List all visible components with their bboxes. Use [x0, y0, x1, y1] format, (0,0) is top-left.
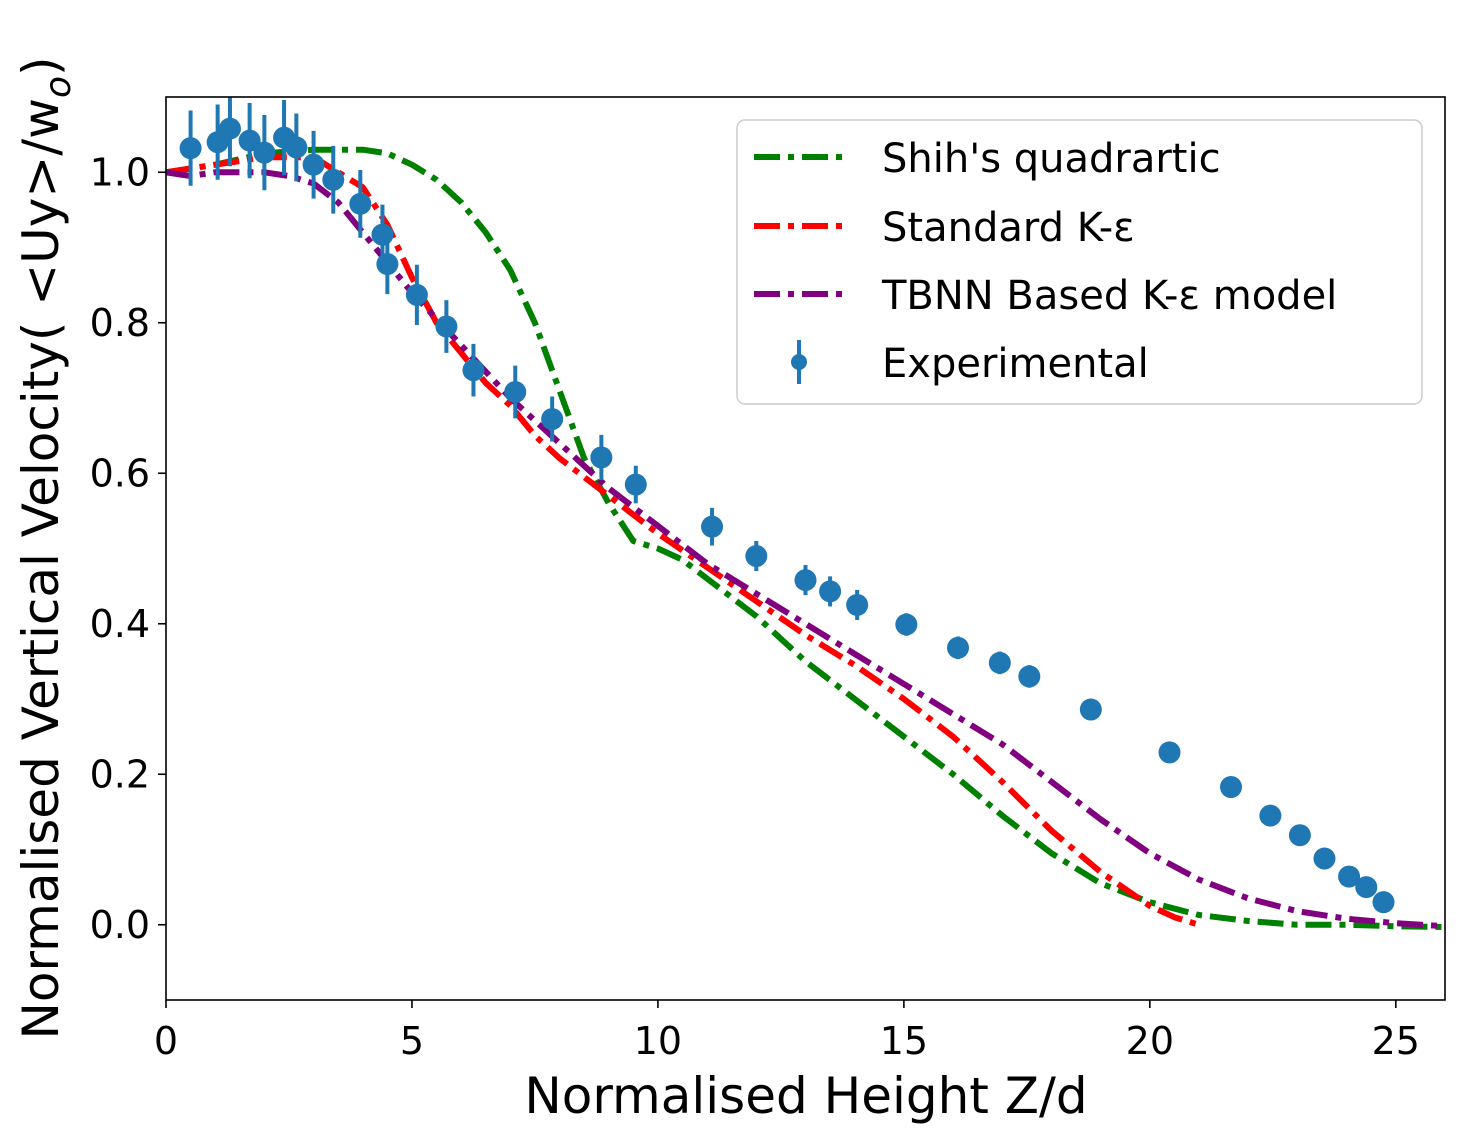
x-tick-label: 25 [1372, 1019, 1420, 1063]
x-tick-label: 0 [154, 1019, 178, 1063]
experimental-point [1259, 804, 1282, 827]
legend-label-shih: Shih's quadrartic [882, 136, 1221, 182]
experimental-point [590, 446, 613, 469]
experimental-point [1288, 824, 1311, 847]
experimental-point [745, 545, 768, 568]
series-line-standard-k [166, 154, 1200, 928]
experimental-point [1018, 665, 1041, 688]
x-axis-ticks: 0 5 10 15 20 25 [154, 1000, 1420, 1063]
experimental-point [179, 137, 202, 160]
y-axis-title: Normalised Vertical Velocity( <Uy>/wo) [12, 56, 79, 1039]
y-tick-label: 0.6 [90, 451, 150, 495]
y-axis-title-subscript: o [38, 76, 79, 98]
legend-label-tbnn: TBNN Based K-ε model [881, 273, 1337, 319]
experimental-point [349, 192, 372, 215]
series-line-shih-s-quadrartic [166, 146, 1445, 930]
experimental-point [819, 580, 842, 603]
experimental-point [1079, 698, 1102, 721]
y-axis-title-main: Normalised Vertical Velocity( <Uy>/w [12, 98, 70, 1040]
x-tick-label: 5 [400, 1019, 424, 1063]
y-tick-label: 0.8 [90, 301, 150, 345]
series-lines [166, 146, 1445, 930]
experimental-point [285, 136, 308, 159]
experimental-point [541, 408, 564, 431]
y-tick-label: 1.0 [90, 150, 150, 194]
experimental-point [322, 168, 345, 191]
plot-area [166, 97, 1445, 930]
experimental-points [179, 97, 1395, 914]
experimental-point [988, 651, 1011, 674]
legend: Shih's quadrartic Standard K-ε TBNN Base… [736, 119, 1423, 405]
experimental-point [1355, 876, 1378, 899]
y-tick-label: 0.2 [90, 752, 150, 796]
y-tick-label: 0.4 [90, 602, 150, 646]
experimental-point [405, 283, 428, 306]
experimental-point [504, 380, 527, 403]
legend-label-standard: Standard K-ε [882, 205, 1135, 251]
x-tick-label: 20 [1126, 1019, 1174, 1063]
x-axis-title: Normalised Height Z/d [524, 1067, 1087, 1125]
experimental-point [895, 613, 918, 636]
experimental-point [1313, 847, 1336, 870]
legend-label-experimental: Experimental [882, 341, 1149, 387]
experimental-point [701, 515, 724, 538]
legend-swatch-experimental-marker [791, 354, 807, 370]
plot-frame [165, 96, 1446, 1001]
experimental-point [218, 117, 241, 140]
y-tick-label: 0.0 [90, 903, 150, 947]
experimental-point [1158, 741, 1181, 764]
experimental-point [946, 636, 969, 659]
legend-box [736, 119, 1423, 405]
experimental-point [794, 569, 817, 592]
experimental-point [846, 593, 869, 616]
x-tick-label: 15 [880, 1019, 928, 1063]
experimental-point [253, 141, 276, 164]
experimental-point [462, 359, 485, 382]
y-axis-ticks: 0.0 0.2 0.4 0.6 0.8 1.0 [90, 150, 166, 947]
y-axis-title-close: ) [12, 56, 70, 76]
experimental-point [376, 253, 399, 276]
experimental-point [1372, 891, 1395, 914]
experimental-point [371, 223, 394, 246]
experimental-point [302, 153, 325, 176]
experimental-point [238, 129, 261, 152]
experimental-point [624, 473, 647, 496]
experimental-point [1338, 865, 1361, 888]
experimental-point [1220, 776, 1243, 799]
x-tick-label: 10 [634, 1019, 682, 1063]
experimental-point [435, 315, 458, 338]
